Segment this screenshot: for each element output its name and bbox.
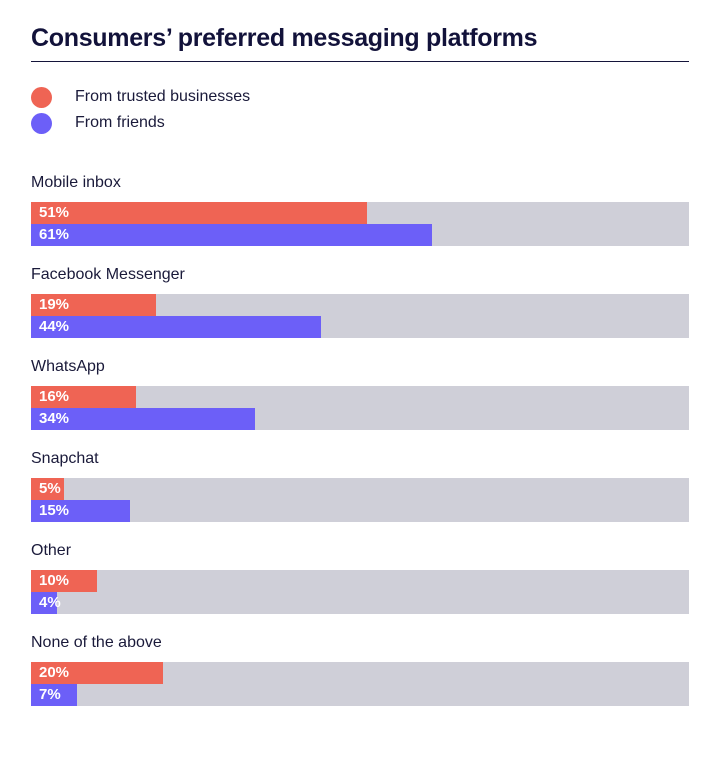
bar-track: 5% 15% (31, 478, 689, 522)
legend-item-trusted-businesses: From trusted businesses (31, 84, 250, 110)
bar-group-other: Other 10% 4% (31, 538, 689, 630)
bar-groups: Mobile inbox 51% 61% Facebook Messenger 19% 4… (31, 170, 689, 722)
data-label: 34% (39, 410, 70, 427)
bar-friends: 61% (31, 224, 433, 246)
bar-track: 10% 4% (31, 570, 689, 614)
data-label: 19% (39, 296, 70, 313)
data-label: 15% (39, 502, 70, 519)
chart-title: Consumers’ preferred messaging platforms (31, 24, 538, 52)
bar-trusted-businesses: 19% (31, 294, 157, 316)
data-label: 61% (39, 226, 70, 243)
data-label: 44% (39, 318, 70, 335)
bar-friends: 44% (31, 316, 321, 338)
bar-trusted-businesses: 10% (31, 570, 97, 592)
data-label: 20% (39, 664, 70, 681)
bar-friends: 7% (31, 684, 78, 706)
data-label: 51% (39, 204, 70, 221)
title-divider (31, 61, 689, 62)
category-label: Mobile inbox (31, 174, 121, 191)
category-label: Other (31, 542, 72, 559)
legend-label-friends: From friends (75, 114, 165, 131)
data-label: 7% (39, 686, 61, 703)
bar-track: 51% 61% (31, 202, 689, 246)
data-label: 5% (39, 480, 61, 497)
bar-friends: 15% (31, 500, 130, 522)
category-label: Snapchat (31, 450, 99, 467)
legend-item-friends: From friends (31, 110, 250, 136)
bar-friends: 34% (31, 408, 255, 430)
category-label: None of the above (31, 634, 162, 651)
bar-trusted-businesses: 5% (31, 478, 64, 500)
legend-dot-friends (31, 112, 52, 134)
bar-trusted-businesses: 16% (31, 386, 137, 408)
legend-dot-trusted-businesses (31, 86, 52, 108)
data-label: 4% (39, 594, 61, 611)
bar-friends: 4% (31, 592, 61, 614)
category-label: WhatsApp (31, 358, 105, 375)
data-label: 16% (39, 388, 70, 405)
bar-track: 16% 34% (31, 386, 689, 430)
bar-track: 20% 7% (31, 662, 689, 706)
data-label: 10% (39, 572, 70, 589)
category-label: Facebook Messenger (31, 266, 185, 283)
bar-group-snapchat: Snapchat 5% 15% (31, 446, 689, 538)
bar-trusted-businesses: 51% (31, 202, 367, 224)
legend-label-trusted-businesses: From trusted businesses (75, 88, 251, 105)
chart-legend: From trusted businesses From friends (31, 84, 250, 136)
bar-group-mobile-inbox: Mobile inbox 51% 61% (31, 170, 689, 262)
bar-trusted-businesses: 20% (31, 662, 163, 684)
bar-track: 19% 44% (31, 294, 689, 338)
bar-group-whatsapp: WhatsApp 16% 34% (31, 354, 689, 446)
bar-group-none-of-the-above: None of the above 20% 7% (31, 630, 689, 722)
bar-group-facebook-messenger: Facebook Messenger 19% 44% (31, 262, 689, 354)
